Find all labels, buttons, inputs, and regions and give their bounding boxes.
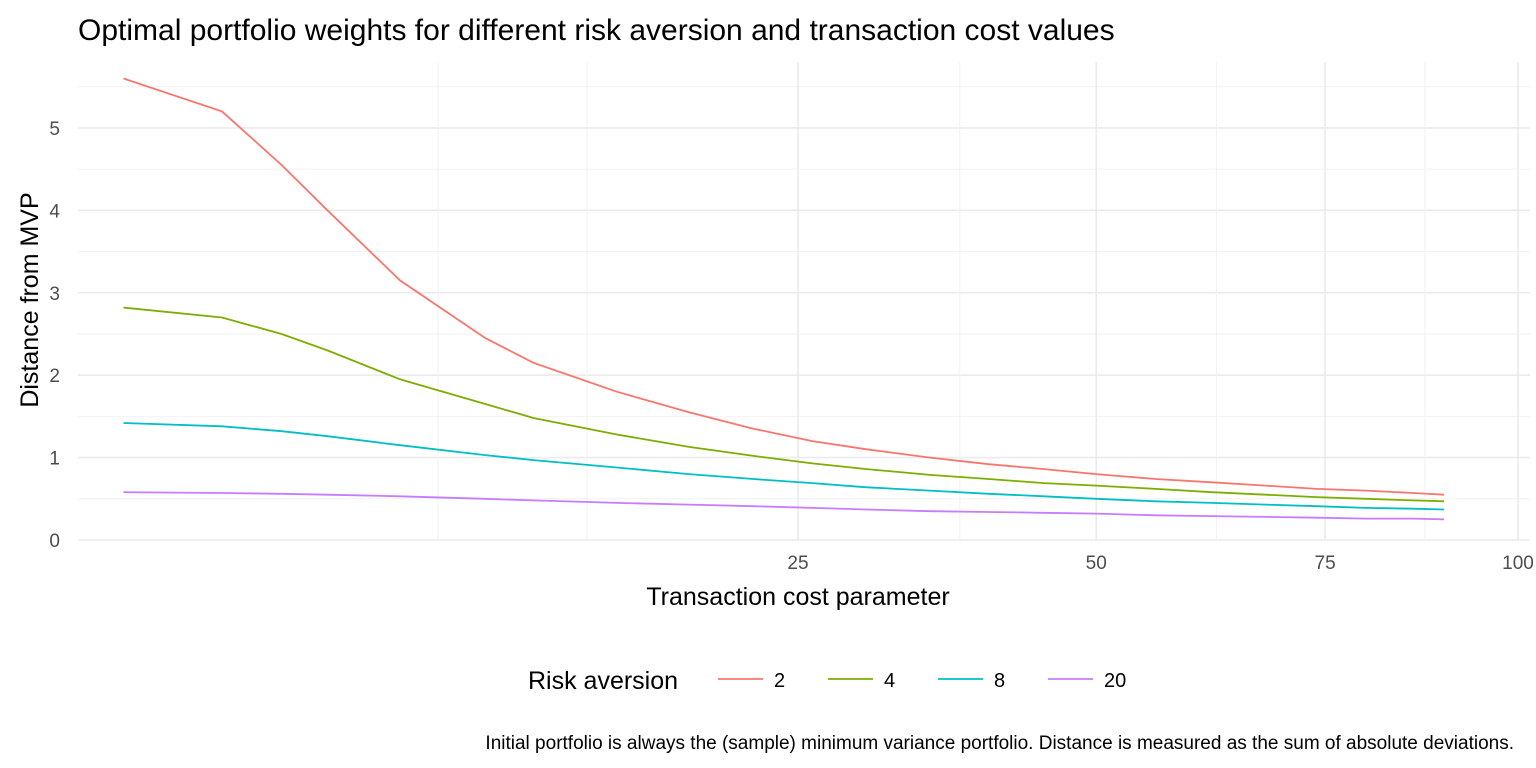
y-axis-title: Distance from MVP <box>16 192 44 407</box>
y-tick-label: 4 <box>49 201 60 222</box>
series-line-8 <box>123 422 1445 511</box>
y-tick-label: 0 <box>49 531 60 552</box>
x-tick-label: 25 <box>787 553 808 574</box>
y-tick-label: 2 <box>49 366 60 387</box>
legend-title: Risk aversion <box>528 667 678 695</box>
chart-title: Optimal portfolio weights for different … <box>78 14 1115 47</box>
legend-label-8: 8 <box>994 670 1005 692</box>
series-line-2 <box>123 77 1445 496</box>
x-axis-ticks: 25 50 75 100 <box>787 553 1533 574</box>
y-tick-label: 5 <box>49 119 60 140</box>
y-axis-ticks: 0 1 2 3 4 5 <box>49 119 60 552</box>
legend-label-2: 2 <box>774 670 785 692</box>
y-tick-label: 1 <box>49 449 60 470</box>
y-tick-label: 3 <box>49 284 60 305</box>
series-line-4 <box>123 306 1445 503</box>
legend: Risk aversion 2 4 8 20 <box>528 667 1126 695</box>
x-tick-label: 100 <box>1502 553 1534 574</box>
grid <box>78 62 1530 541</box>
legend-label-20: 20 <box>1104 670 1126 692</box>
legend-label-4: 4 <box>884 670 895 692</box>
caption: Initial portfolio is always the (sample)… <box>485 733 1514 754</box>
x-tick-label: 75 <box>1315 553 1336 574</box>
series-lines <box>123 77 1445 521</box>
x-axis-title: Transaction cost parameter <box>646 583 949 611</box>
series-line-20 <box>123 491 1445 521</box>
x-tick-label: 50 <box>1086 553 1107 574</box>
